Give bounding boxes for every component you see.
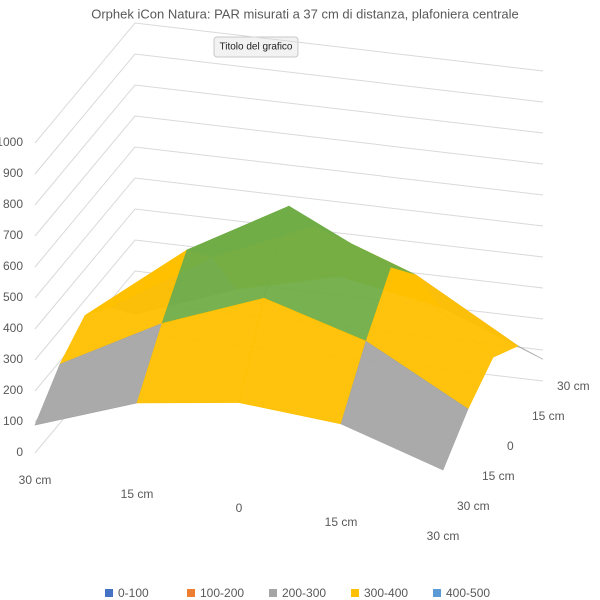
x-tick-label: 15 cm	[325, 515, 358, 529]
x-tick-label: 15 cm	[121, 487, 154, 501]
depth-tick-label: 15 cm	[482, 469, 515, 483]
x-tick-label: 30 cm	[427, 529, 460, 543]
grid-line	[34, 84, 544, 206]
legend-swatch	[433, 589, 441, 597]
legend-label: 200-300	[282, 586, 326, 600]
legend-label: 400-500	[446, 586, 490, 600]
depth-tick-label: 30 cm	[557, 379, 590, 393]
z-tick-label: 600	[3, 259, 23, 273]
legend-label: 0-100	[118, 586, 149, 600]
z-tick-label: 800	[3, 197, 23, 211]
z-tick-label: 500	[3, 290, 23, 304]
z-tick-label: 0	[16, 445, 23, 459]
legend-swatch	[105, 589, 113, 597]
z-tick-label: 100	[3, 414, 23, 428]
depth-tick-label: 30 cm	[457, 499, 490, 513]
legend-label: 100-200	[200, 586, 244, 600]
z-tick-label: 200	[3, 383, 23, 397]
surface-cell	[340, 340, 469, 471]
depth-tick-label: 15 cm	[532, 409, 565, 423]
legend-swatch	[269, 589, 277, 597]
grid-line	[34, 208, 544, 330]
z-tick-label: 300	[3, 352, 23, 366]
tooltip: Titolo del grafico	[220, 42, 293, 53]
legend-label: 300-400	[364, 586, 408, 600]
grid-line	[34, 115, 544, 237]
chart-title: Orphek iCon Natura: PAR misurati a 37 cm…	[91, 6, 519, 21]
legend-swatch	[187, 589, 195, 597]
z-tick-label: 400	[3, 321, 23, 335]
z-tick-label: 1000	[0, 135, 23, 149]
z-tick-label: 700	[3, 228, 23, 242]
depth-tick-label: 0	[507, 439, 514, 453]
x-tick-label: 0	[236, 501, 243, 515]
grid-line	[34, 177, 544, 299]
grid-line	[34, 146, 544, 268]
legend-swatch	[351, 589, 359, 597]
z-tick-label: 900	[3, 166, 23, 180]
x-tick-label: 30 cm	[19, 473, 52, 487]
grid-line	[34, 53, 544, 175]
grid-line	[34, 22, 544, 144]
